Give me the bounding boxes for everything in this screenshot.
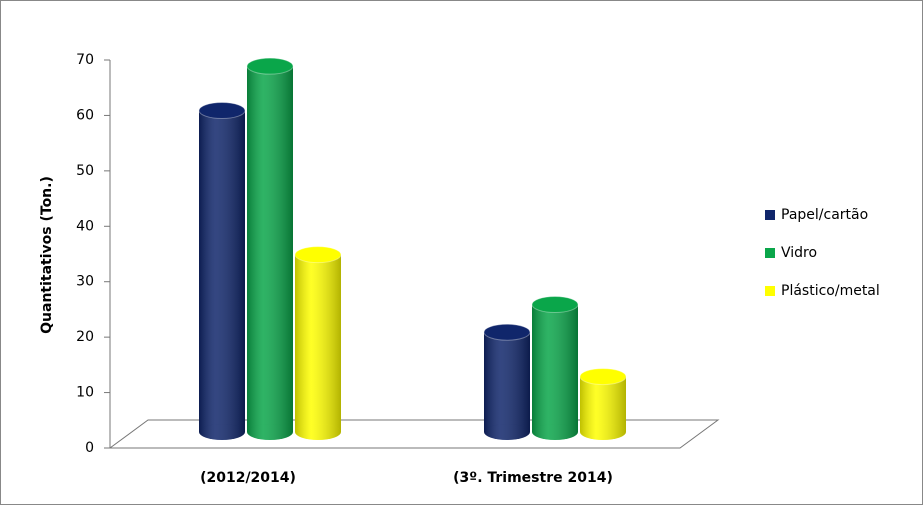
- y-tick-label: 20: [76, 329, 94, 345]
- y-tick-label: 50: [76, 163, 94, 179]
- bar-bottom-shade: [484, 424, 530, 440]
- y-tick-label: 70: [76, 52, 94, 68]
- x-tick-label: (2012/2014): [200, 470, 296, 486]
- bar-shade: [199, 110, 245, 432]
- y-tick-label: 30: [76, 274, 94, 290]
- bar-shade: [484, 332, 530, 432]
- bar-top: [198, 102, 246, 120]
- y-tick-label: 60: [76, 107, 94, 123]
- bar-shade: [580, 376, 626, 432]
- legend-label: Papel/cartão: [781, 207, 868, 223]
- y-axis-label: Quantitativos (Ton.): [39, 176, 55, 334]
- legend-swatch: [765, 286, 775, 296]
- y-tick-label: 0: [85, 440, 94, 456]
- x-tick-label: (3º. Trimestre 2014): [453, 470, 613, 486]
- legend-label: Vidro: [781, 245, 817, 261]
- bar-top: [579, 368, 627, 386]
- bar-shade: [532, 304, 578, 432]
- bar-shade: [295, 254, 341, 432]
- bar-top: [531, 296, 579, 314]
- bar-bottom-shade: [580, 424, 626, 440]
- legend-label: Plástico/metal: [781, 283, 880, 299]
- bar-top: [246, 57, 294, 75]
- bar-shade: [247, 66, 293, 433]
- bar-bottom-shade: [199, 424, 245, 440]
- bar-bottom-shade: [295, 424, 341, 440]
- bar-bottom-shade: [532, 424, 578, 440]
- bar-top: [294, 246, 342, 264]
- legend-swatch: [765, 248, 775, 258]
- y-tick-label: 10: [76, 385, 94, 401]
- y-tick-label: 40: [76, 218, 94, 234]
- bar-top: [483, 323, 531, 341]
- legend-swatch: [765, 210, 775, 220]
- bar-bottom-shade: [247, 424, 293, 440]
